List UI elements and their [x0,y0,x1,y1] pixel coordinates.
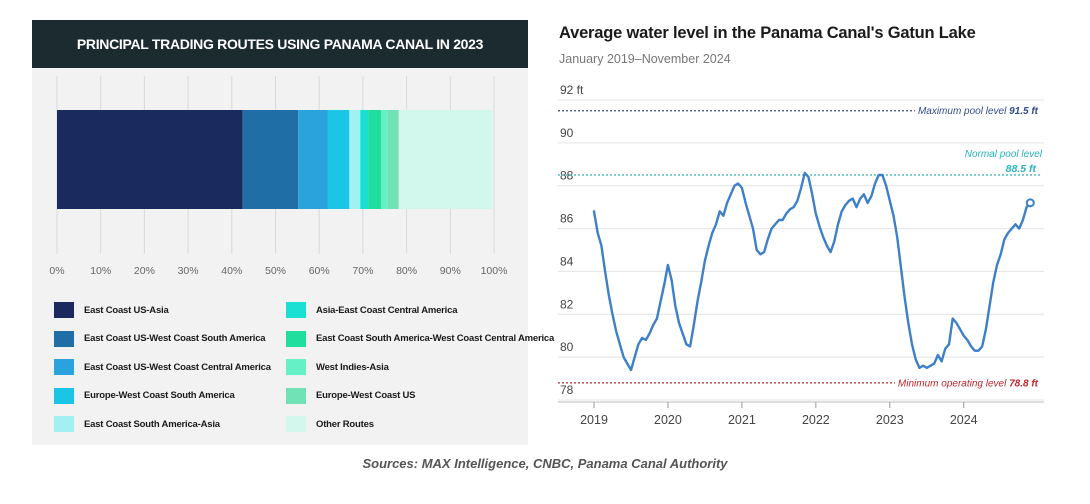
trading-routes-chart: 0% 10% 20% 30% 40% 50% 60% 70% 80% 90% 100% [49,76,508,277]
x-tick-label: 30% [178,265,199,277]
reference-line-label: Normal pool level [965,149,1043,160]
legend-item: Other Routes [286,416,374,432]
legend-item: Europe-West Coast South America [54,387,235,404]
legend-swatch [286,387,306,404]
reference-line-label-text: Maximum pool level [918,106,1009,117]
reference-line-label: Maximum pool level 91.5 ft [918,106,1039,117]
x-tick-label: 2020 [654,413,682,427]
legend-label: East Coast US-West Coast Central America [84,361,271,373]
x-tick-label: 0% [49,265,64,277]
y-tick-label: 86 [560,212,574,226]
legend-label: East Coast US-Asia [84,304,169,316]
x-tick-label: 50% [265,265,286,277]
legend-swatch [286,359,306,375]
water-level-chart-subtitle: January 2019–November 2024 [559,52,731,66]
legend-item: East Coast US-West Coast Central America [54,359,271,375]
y-tick-label: 80 [560,340,574,354]
x-tick-label: 20% [134,265,155,277]
legend-label: East Coast US-West Coast South America [84,333,266,344]
legend-swatch [286,302,306,318]
reference-label-background [894,377,1042,391]
legend-label: Other Routes [316,418,374,430]
legend-swatch [54,416,74,432]
legend-item: Asia-East Coast Central America [286,302,457,318]
reference-line-label-text: Minimum operating level [898,378,1009,389]
bar-segment [298,110,328,209]
water-level-series-line [592,171,1032,372]
legend-label: Europe-West Coast US [316,390,416,401]
water-level-chart: 78 80 82 84 86 88 90 92 ft Maximum pool level 91… [558,83,1044,427]
legend-item: West Indies-Asia [286,359,389,375]
x-tick-label: 2024 [950,413,978,427]
legend-item: East Coast South America-Asia [54,416,220,432]
y-tick-label: 90 [560,126,574,140]
bar-segment [368,110,382,209]
legend-item: East Coast US-West Coast South America [54,330,266,347]
bar-segment [327,110,350,209]
bar-segment [387,110,399,209]
y-tick-label: 78 [560,383,574,397]
legend-label: East Coast South America-West Coast Cent… [316,333,555,344]
legend-label: Asia-East Coast Central America [316,304,458,316]
x-tick-label: 10% [90,265,111,277]
legend-item: East Coast US-Asia [54,302,169,318]
water-level-chart-panel: Average water level in the Panama Canal'… [556,18,1056,448]
x-tick-label: 2021 [728,413,756,427]
x-tick-label: 2019 [580,413,608,427]
legend-label: West Indies-Asia [316,361,389,373]
bar-segment [360,110,369,209]
reference-label-background [914,105,1042,119]
legend-item: Europe-West Coast US [286,387,416,404]
bar-segment [398,110,493,209]
x-tick-label: 100% [481,265,508,277]
legend-swatch [286,330,306,347]
reference-line-value: 78.8 ft [1009,378,1039,389]
reference-line-value: 88.5 ft [1006,163,1037,175]
series-end-marker [1025,198,1035,208]
legend-swatch [54,330,74,347]
y-tick-label: 82 [560,297,574,311]
x-tick-label: 40% [221,265,242,277]
trading-routes-chart-title: PRINCIPAL TRADING ROUTES USING PANAMA CA… [32,20,528,68]
legend-swatch [54,359,74,375]
x-tick-label: 90% [440,265,461,277]
legend-swatch [54,302,74,318]
legend-label: East Coast South America-Asia [84,418,220,430]
source-note: Sources: MAX Intelligence, CNBC, Panama … [362,456,728,471]
x-tick-label: 2022 [802,413,830,427]
trading-routes-chart-panel: 0% 10% 20% 30% 40% 50% 60% 70% 80% 90% 100% PRINCI… [32,20,554,445]
x-tick-label: 80% [396,265,417,277]
bar-segment [57,110,243,209]
legend-swatch [54,387,74,404]
y-tick-label: 84 [560,254,574,268]
bar-segment [242,110,299,209]
x-tick-label: 70% [352,265,373,277]
x-tick-label: 60% [309,265,330,277]
bar-segment [381,110,388,209]
x-tick-label: 2023 [876,413,904,427]
y-tick-label: 88 [560,169,574,183]
legend-swatch [286,416,306,432]
legend-label: Europe-West Coast South America [84,390,235,401]
legend-item: East Coast South America-West Coast Cent… [286,330,555,347]
y-tick-label: 92 ft [560,83,584,97]
reference-line-label: Minimum operating level 78.8 ft [898,378,1039,389]
reference-line-value: 91.5 ft [1009,106,1039,117]
water-level-chart-title: Average water level in the Panama Canal'… [559,24,976,42]
bar-segment [349,110,361,209]
